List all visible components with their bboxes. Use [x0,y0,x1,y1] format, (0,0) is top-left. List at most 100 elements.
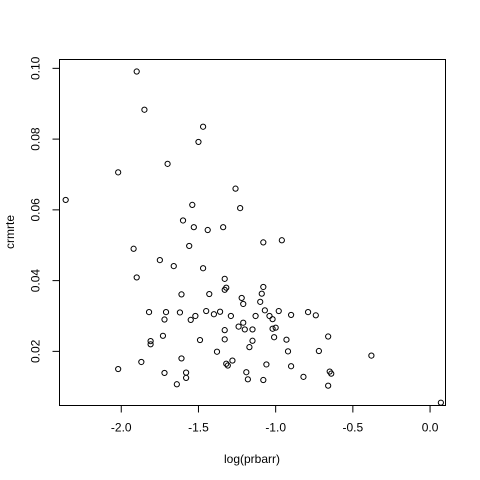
data-point-80 [288,363,295,370]
data-point-46 [221,336,228,343]
x-tick-label: 0.0 [422,421,439,435]
data-point-37 [206,290,213,298]
data-point-3 [115,365,122,373]
x-tick-label: -1.0 [265,421,286,435]
data-point-50 [229,357,236,364]
data-point-79 [284,348,292,355]
data-point-48 [223,360,230,367]
data-point-26 [186,242,193,250]
data-point-57 [241,326,248,333]
data-point-29 [187,316,194,323]
data-point-19 [173,381,180,388]
y-tick-label: 0.10 [29,56,43,80]
data-point-11 [147,341,154,348]
data-point-23 [179,217,187,224]
data-point-34 [199,265,207,272]
data-point-71 [266,312,273,320]
data-point-14 [161,316,168,323]
data-point-16 [161,369,168,377]
data-point-47 [224,362,231,369]
data-point-90 [368,352,375,359]
data-point-52 [235,323,242,330]
x-tick-label: -0.5 [343,421,364,435]
data-point-21 [178,355,185,362]
data-point-82 [300,373,307,380]
data-point-56 [240,319,247,326]
data-point-2 [115,169,122,176]
data-point-70 [263,361,270,368]
data-point-10 [147,338,154,345]
data-point-28 [190,224,197,231]
data-point-65 [258,290,265,297]
data-point-15 [162,309,170,316]
data-point-86 [325,333,332,340]
data-point-66 [260,283,267,291]
data-point-73 [269,325,276,332]
data-point-53 [237,204,244,212]
data-point-6 [130,245,137,252]
data-point-60 [246,344,253,351]
y-tick-label: 0.04 [29,269,43,293]
data-point-17 [164,160,171,167]
data-point-84 [312,312,319,319]
data-point-83 [304,309,312,316]
data-point-20 [176,309,184,316]
x-tick-label: -1.5 [188,421,209,435]
data-point-68 [261,307,268,314]
data-point-85 [315,347,322,355]
data-point-78 [283,336,290,343]
data-point-51 [232,185,239,192]
data-point-43 [221,275,228,282]
data-point-49 [227,312,234,320]
data-point-40 [216,308,224,315]
data-point-63 [252,312,259,320]
data-point-61 [249,337,256,344]
data-point-41 [220,224,227,231]
data-point-1 [62,196,69,204]
data-point-76 [275,307,282,315]
data-point-75 [272,324,279,331]
data-point-9 [145,309,153,316]
data-point-74 [271,334,278,341]
data-point-25 [183,374,190,381]
x-axis: -2.0 -1.5 -1.0 -0.5 0.0 [111,405,439,435]
data-point-72 [269,316,276,323]
data-point-45 [221,327,228,334]
x-axis-label: log(prbarr) [224,452,280,466]
data-points [62,68,444,406]
data-point-31 [195,138,202,146]
data-point-64 [257,298,264,305]
data-point-35 [203,307,210,315]
data-point-77 [278,237,285,244]
data-point-55 [240,300,247,308]
data-point-13 [159,332,167,339]
data-point-8 [138,358,145,366]
data-point-5 [141,106,148,113]
data-point-58 [243,369,250,376]
data-point-38 [210,311,217,318]
data-point-67 [260,239,267,246]
data-point-22 [178,291,185,298]
data-point-54 [238,294,245,302]
data-point-12 [156,257,163,264]
data-point-89 [325,382,332,389]
data-point-7 [133,274,140,281]
y-tick-label: 0.02 [29,339,43,363]
data-point-39 [213,348,221,355]
data-point-32 [196,336,204,344]
y-axis-label: crmrte [3,215,17,249]
data-point-88 [328,370,335,377]
data-point-44 [223,284,230,291]
data-point-30 [192,312,199,320]
data-point-27 [189,201,196,208]
data-point-4 [133,68,140,75]
data-point-33 [199,123,207,130]
data-point-36 [204,226,211,234]
data-point-62 [249,326,256,333]
data-point-81 [288,311,295,319]
data-point-59 [244,376,251,383]
y-tick-label: 0.06 [29,198,43,222]
x-tick-label: -2.0 [111,421,132,435]
